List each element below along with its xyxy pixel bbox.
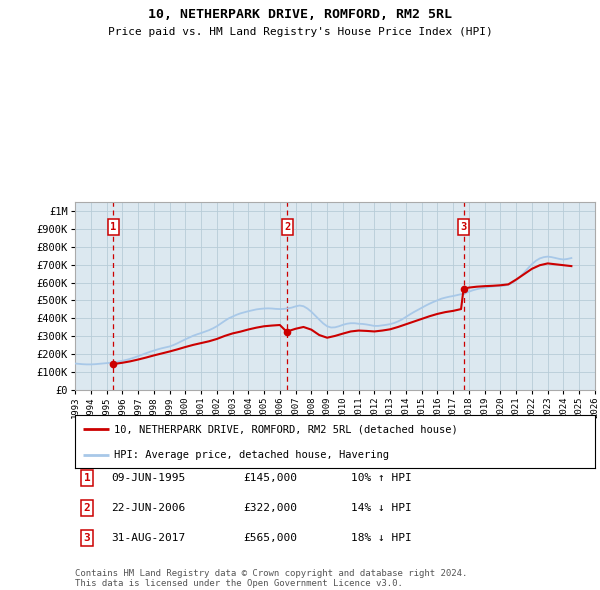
Text: 10, NETHERPARK DRIVE, ROMFORD, RM2 5RL: 10, NETHERPARK DRIVE, ROMFORD, RM2 5RL xyxy=(148,8,452,21)
Text: £322,000: £322,000 xyxy=(243,503,297,513)
Text: £565,000: £565,000 xyxy=(243,533,297,543)
Text: 14% ↓ HPI: 14% ↓ HPI xyxy=(351,503,412,513)
Text: 31-AUG-2017: 31-AUG-2017 xyxy=(111,533,185,543)
Text: Contains HM Land Registry data © Crown copyright and database right 2024.: Contains HM Land Registry data © Crown c… xyxy=(75,569,467,578)
Text: Price paid vs. HM Land Registry's House Price Index (HPI): Price paid vs. HM Land Registry's House … xyxy=(107,27,493,37)
Text: 09-JUN-1995: 09-JUN-1995 xyxy=(111,473,185,483)
Text: 3: 3 xyxy=(460,222,467,232)
Text: 3: 3 xyxy=(83,533,91,543)
Text: £145,000: £145,000 xyxy=(243,473,297,483)
Text: 1: 1 xyxy=(83,473,91,483)
Text: 22-JUN-2006: 22-JUN-2006 xyxy=(111,503,185,513)
Text: 2: 2 xyxy=(284,222,290,232)
Text: This data is licensed under the Open Government Licence v3.0.: This data is licensed under the Open Gov… xyxy=(75,579,403,588)
Text: 10% ↑ HPI: 10% ↑ HPI xyxy=(351,473,412,483)
Text: 2: 2 xyxy=(83,503,91,513)
Text: 10, NETHERPARK DRIVE, ROMFORD, RM2 5RL (detached house): 10, NETHERPARK DRIVE, ROMFORD, RM2 5RL (… xyxy=(114,424,458,434)
Text: 18% ↓ HPI: 18% ↓ HPI xyxy=(351,533,412,543)
Text: 1: 1 xyxy=(110,222,116,232)
Text: HPI: Average price, detached house, Havering: HPI: Average price, detached house, Have… xyxy=(114,450,389,460)
